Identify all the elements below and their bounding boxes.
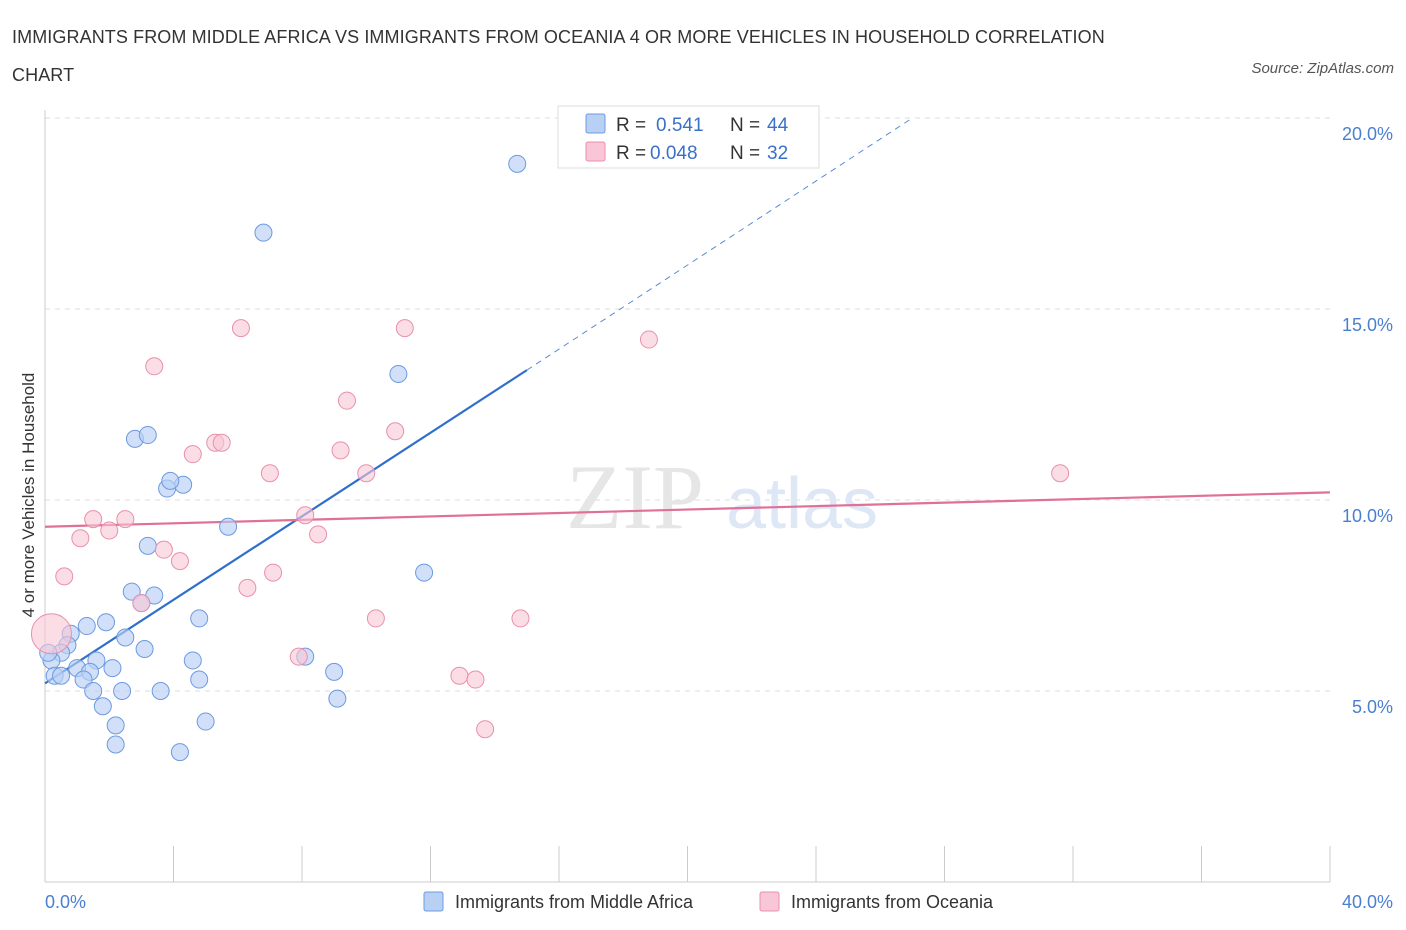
point-middle-africa-4 [138, 426, 157, 445]
point-oceania-31 [30, 613, 72, 655]
legend-r-label-2: R = [616, 143, 646, 164]
point-oceania-13 [84, 510, 103, 529]
series-oceania-points [30, 319, 1070, 739]
watermark-zip: ZIP [566, 446, 704, 548]
point-middle-africa-14 [190, 609, 209, 628]
watermark-atlas: atlas [726, 464, 878, 544]
point-middle-africa-36 [151, 682, 170, 700]
point-oceania-1 [395, 319, 414, 338]
point-oceania-16 [100, 521, 119, 540]
trend-lines [44, 117, 1331, 685]
y-tick-label-10: 10.0% [1342, 506, 1393, 526]
point-middle-africa-7 [161, 471, 180, 490]
point-oceania-2 [639, 330, 658, 349]
point-middle-africa-38 [93, 697, 112, 716]
point-middle-africa-27 [103, 659, 122, 678]
source-credit: Source: ZipAtlas.com [1251, 60, 1394, 77]
point-middle-africa-10 [138, 536, 157, 555]
legend-r-label-1: R = [616, 115, 646, 136]
legend-swatch-pink [585, 141, 606, 162]
point-oceania-0 [231, 319, 250, 338]
point-oceania-20 [170, 552, 189, 571]
point-middle-africa-15 [97, 613, 116, 632]
point-middle-africa-31 [52, 666, 71, 685]
point-oceania-21 [55, 567, 74, 586]
gridlines [45, 117, 1330, 692]
legend-r-value-2: 0.048 [650, 143, 698, 164]
x-tick-label-min: 0.0% [45, 892, 86, 912]
point-oceania-10 [260, 464, 279, 483]
point-middle-africa-16 [77, 617, 96, 636]
point-middle-africa-20 [135, 639, 154, 658]
point-oceania-7 [212, 433, 231, 452]
x-axis-ticks [173, 846, 1331, 882]
point-middle-africa-24 [183, 651, 202, 670]
y-tick-label-15: 15.0% [1342, 315, 1393, 335]
point-oceania-8 [183, 445, 202, 464]
bottom-legend-label-1: Immigrants from Middle Africa [455, 892, 694, 912]
legend-n-value-1: 44 [767, 115, 789, 136]
trend-line-oceania [44, 491, 1331, 528]
point-middle-africa-42 [170, 743, 189, 762]
legend-swatch-blue [585, 113, 606, 134]
chart-title: IMMIGRANTS FROM MIDDLE AFRICA VS IMMIGRA… [12, 27, 1105, 85]
point-oceania-3 [145, 357, 164, 376]
legend-n-value-2: 32 [767, 143, 788, 164]
point-middle-africa-41 [106, 735, 125, 754]
point-oceania-18 [71, 529, 90, 548]
point-oceania-15 [296, 506, 315, 525]
bottom-legend-swatch-pink [759, 891, 780, 912]
point-middle-africa-1 [254, 223, 273, 242]
point-oceania-24 [132, 594, 151, 613]
series-middle-africa-points [39, 154, 527, 762]
point-middle-africa-37 [328, 689, 347, 708]
point-oceania-5 [386, 422, 405, 441]
point-middle-africa-40 [196, 712, 215, 731]
point-oceania-11 [357, 464, 376, 483]
point-oceania-19 [154, 540, 173, 559]
point-middle-africa-32 [74, 670, 93, 689]
point-oceania-12 [1051, 464, 1070, 483]
point-middle-africa-8 [219, 517, 238, 536]
point-oceania-28 [450, 666, 469, 685]
point-oceania-17 [309, 525, 328, 544]
bottom-legend-swatch-blue [423, 891, 444, 912]
y-axis-tick-labels: 5.0% 10.0% 15.0% 20.0% [1342, 124, 1393, 717]
point-oceania-22 [264, 563, 283, 582]
point-oceania-14 [116, 510, 135, 529]
legend-n-label-2: N = [730, 143, 760, 164]
point-middle-africa-9 [415, 563, 434, 582]
point-middle-africa-0 [508, 154, 527, 173]
point-oceania-4 [337, 391, 356, 410]
legend-r-value-1: 0.541 [656, 115, 704, 136]
stats-legend: R = 0.541 N = 44 R = 0.048 N = 32 [557, 105, 820, 169]
point-middle-africa-33 [190, 670, 209, 689]
point-oceania-9 [331, 441, 350, 460]
point-middle-africa-2 [389, 364, 408, 383]
point-oceania-30 [476, 720, 495, 739]
bottom-legend-label-2: Immigrants from Oceania [791, 892, 994, 912]
legend-n-label-1: N = [730, 115, 760, 136]
point-oceania-26 [511, 609, 530, 628]
point-oceania-23 [238, 578, 257, 597]
y-tick-label-5: 5.0% [1352, 697, 1393, 717]
point-oceania-27 [289, 647, 308, 666]
series-legend: Immigrants from Middle Africa Immigrants… [423, 891, 994, 912]
point-middle-africa-18 [116, 628, 135, 647]
point-middle-africa-34 [84, 682, 103, 700]
point-middle-africa-35 [113, 682, 132, 700]
y-tick-label-20: 20.0% [1342, 124, 1393, 144]
point-middle-africa-39 [106, 716, 125, 735]
point-middle-africa-11 [122, 582, 141, 601]
y-axis-label: 4 or more Vehicles in Household [19, 373, 38, 618]
x-tick-label-max: 40.0% [1342, 892, 1393, 912]
point-oceania-25 [366, 609, 385, 628]
point-middle-africa-29 [325, 662, 344, 681]
point-oceania-29 [466, 670, 485, 689]
